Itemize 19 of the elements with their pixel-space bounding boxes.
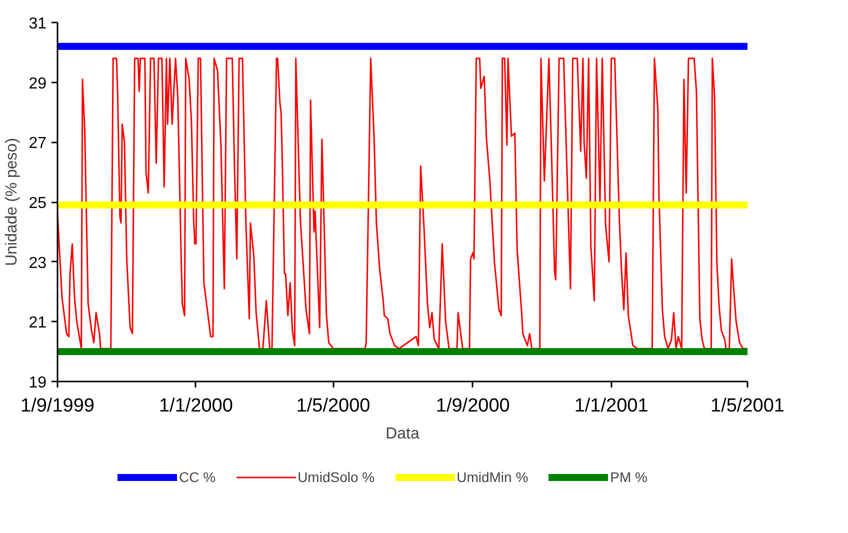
legend-label: UmidMin %: [456, 469, 528, 485]
x-tick-label: 1/1/2001: [574, 396, 648, 416]
legend-label: UmidSolo %: [298, 469, 375, 485]
x-tick-label: 1/5/2001: [710, 396, 784, 416]
x-tick-label: 1/5/2000: [296, 396, 370, 416]
y-tick-label: 29: [28, 75, 47, 92]
x-tick-label: 1/1/2000: [158, 396, 233, 416]
x-tick-label: 1/9/2000: [436, 396, 510, 416]
legend-label: CC %: [179, 469, 216, 485]
y-axis-title: Unidade (% peso): [4, 138, 21, 266]
y-tick-label: 27: [28, 135, 47, 152]
y-tick-label: 25: [28, 195, 47, 212]
x-axis-title: Data: [386, 426, 420, 442]
y-tick-label: 31: [28, 16, 47, 32]
legend-label: PM %: [610, 469, 648, 485]
x-tick-label: 1/9/1999: [20, 396, 94, 416]
y-tick-label: 23: [28, 254, 47, 272]
y-tick-label: 21: [28, 314, 47, 332]
y-tick-label: 19: [28, 374, 47, 392]
